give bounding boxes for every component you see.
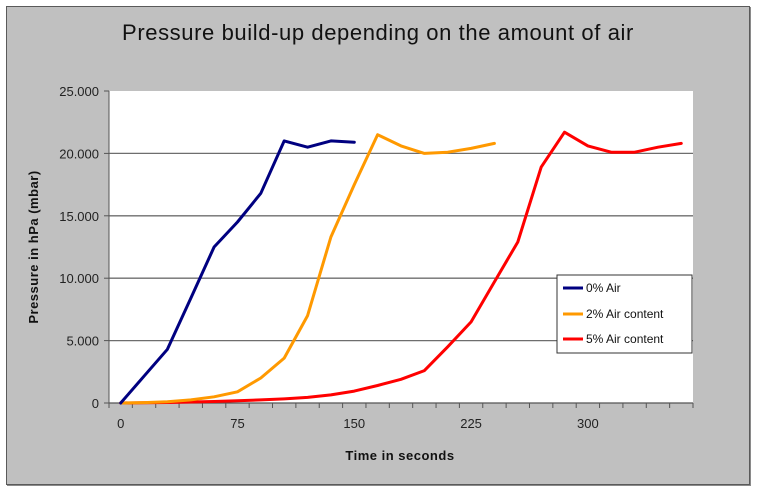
y-tick-label: 25.000	[59, 84, 99, 99]
x-tick-label: 150	[343, 416, 365, 431]
legend: 0% Air 2% Air content 5% Air content	[556, 274, 693, 354]
legend-label-5pct: 5% Air content	[586, 332, 664, 346]
y-tick-label: 10.000	[59, 271, 99, 286]
legend-label-0pct: 0% Air	[586, 281, 621, 295]
y-tick-label: 15.000	[59, 209, 99, 224]
y-axis-tick-labels: 0 5.000 10.000 15.000 20.000 25.000	[59, 84, 99, 411]
plot-area	[109, 91, 693, 403]
y-tick-label: 5.000	[66, 334, 99, 349]
series-lines	[119, 130, 683, 405]
y-axis-title: Pressure in hPa (mbar)	[26, 170, 41, 323]
y-tick-label: 0	[92, 396, 99, 411]
x-tick-label: 300	[577, 416, 599, 431]
y-tick-label: 20.000	[59, 146, 99, 161]
series-line	[119, 133, 496, 405]
series-line	[119, 130, 683, 405]
x-axis-tick-labels: 0 75 150 225 300	[117, 416, 599, 431]
legend-label-2pct: 2% Air content	[586, 307, 664, 321]
x-tick-label: 75	[230, 416, 244, 431]
chart-title: Pressure build-up depending on the amoun…	[122, 20, 634, 45]
x-axis-title: Time in seconds	[345, 448, 454, 463]
series-line	[119, 139, 356, 405]
x-tick-label: 225	[460, 416, 482, 431]
x-tick-label: 0	[117, 416, 124, 431]
